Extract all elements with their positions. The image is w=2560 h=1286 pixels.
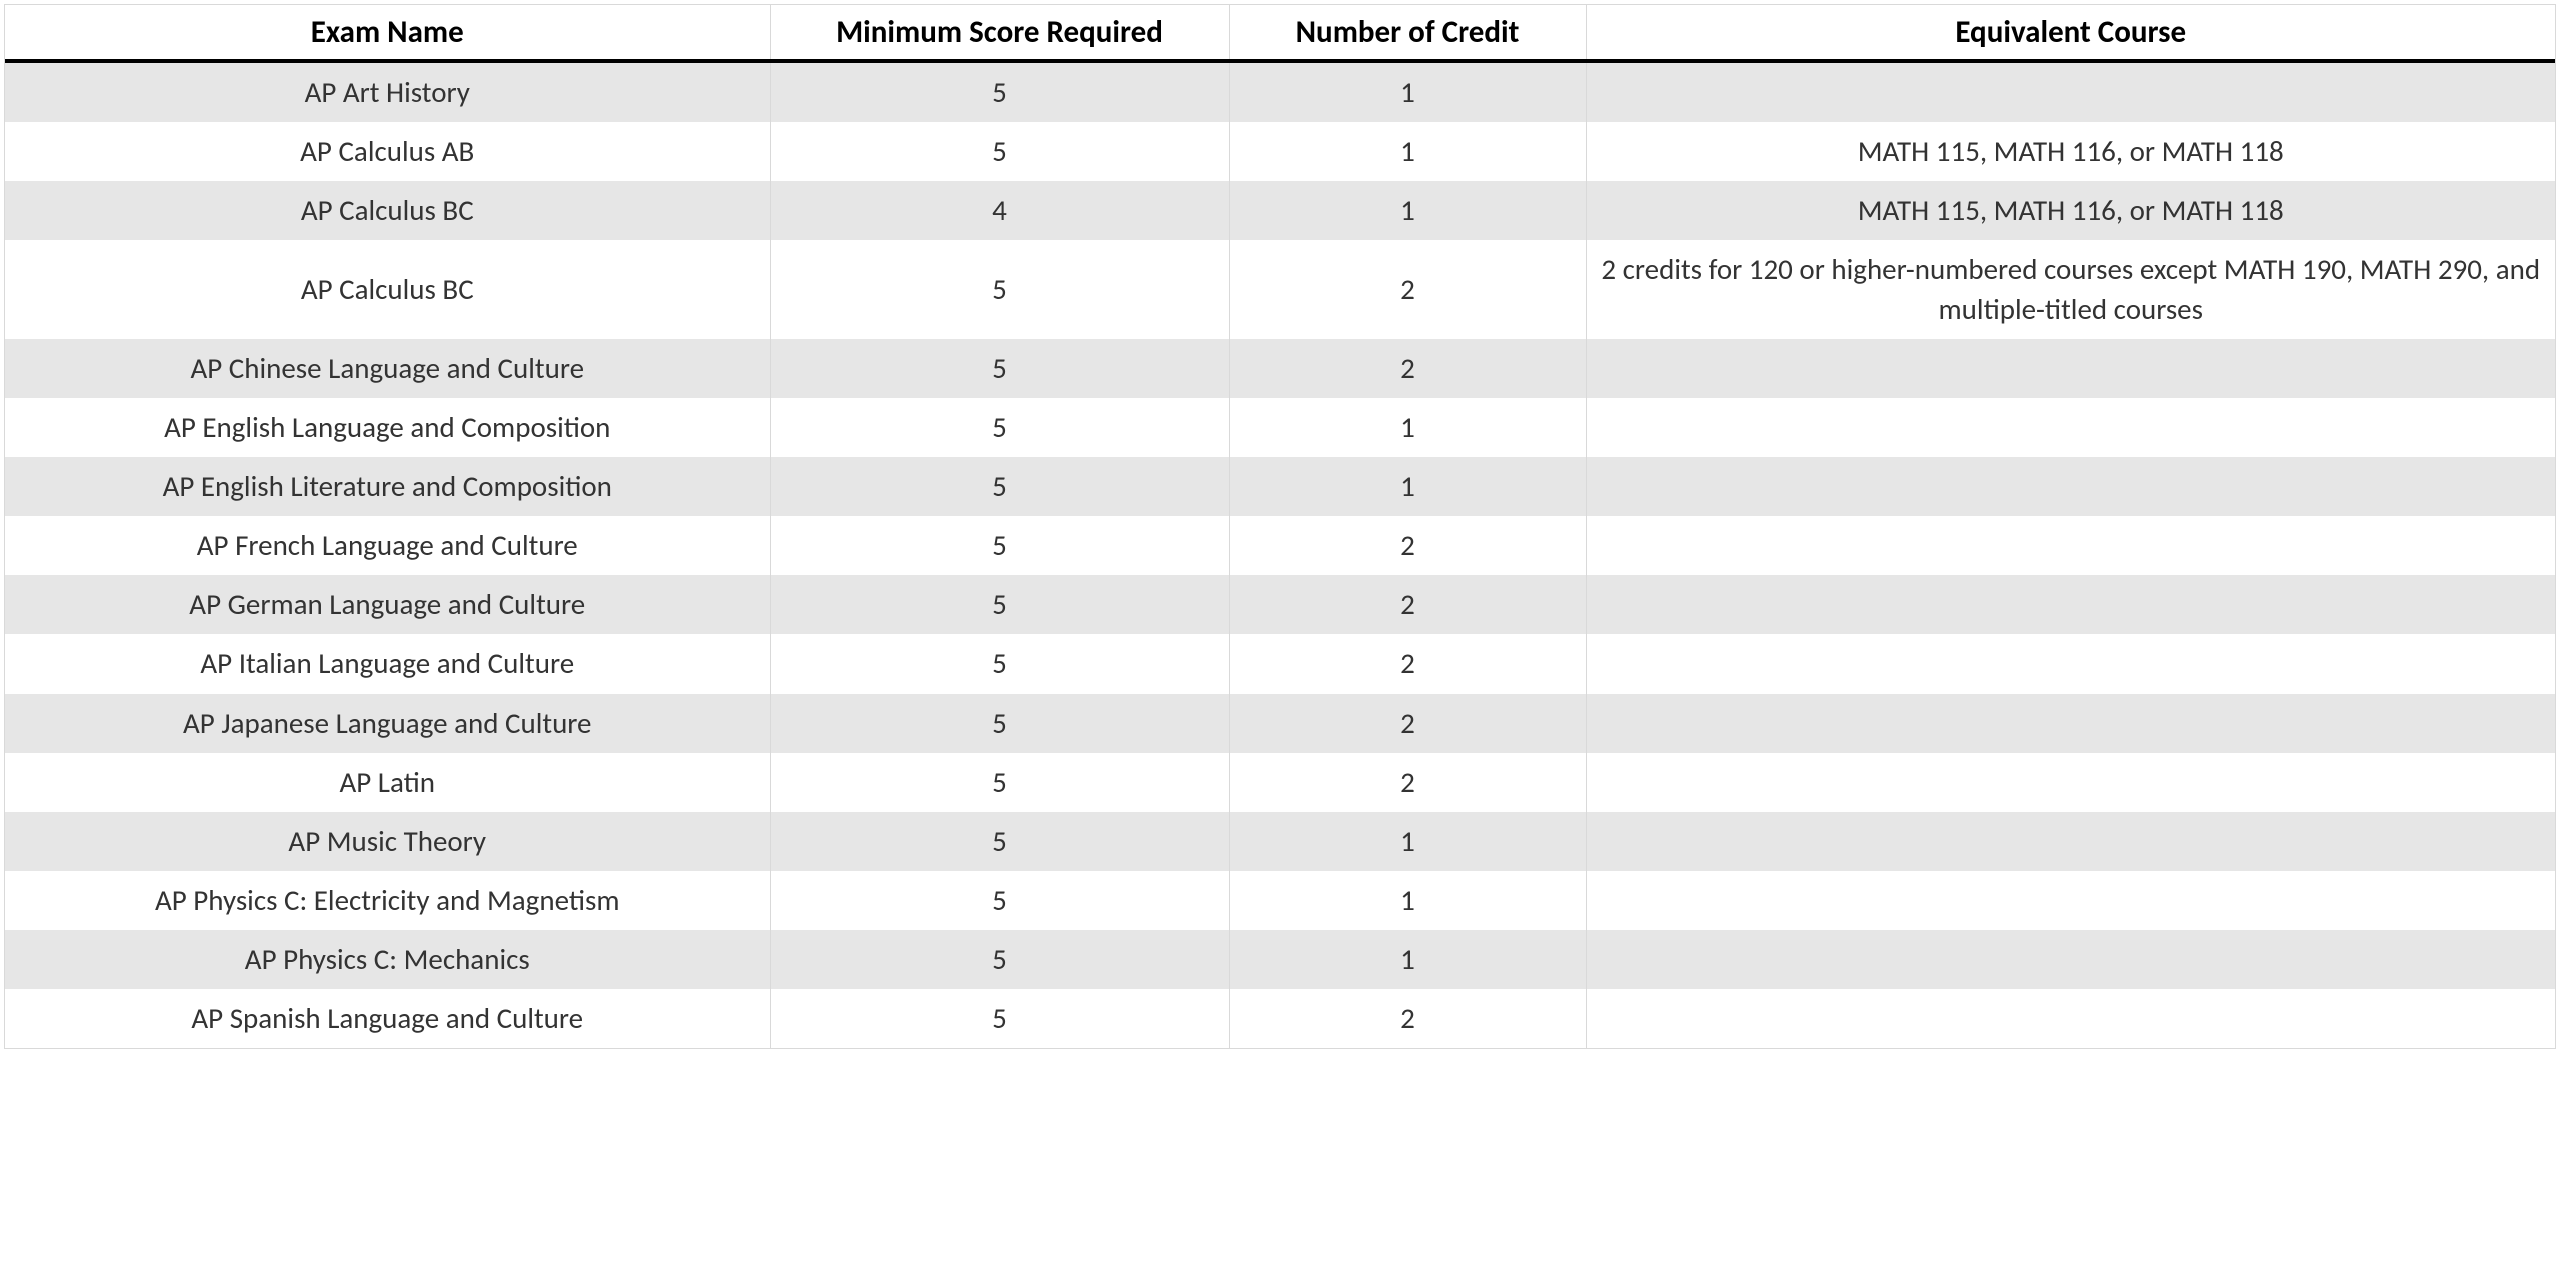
- col-header-equiv: Equivalent Course: [1586, 5, 2555, 61]
- cell-equiv: [1586, 694, 2555, 753]
- cell-score: 5: [770, 575, 1229, 634]
- cell-exam: AP Art History: [5, 61, 770, 122]
- table-row: AP Chinese Language and Culture52: [5, 339, 2555, 398]
- table-row: AP Calculus AB51MATH 115, MATH 116, or M…: [5, 122, 2555, 181]
- cell-equiv: [1586, 339, 2555, 398]
- cell-credit: 1: [1229, 812, 1586, 871]
- table-body: AP Art History51 AP Calculus AB51MATH 11…: [5, 61, 2555, 1048]
- cell-exam: AP English Literature and Composition: [5, 457, 770, 516]
- cell-credit: 1: [1229, 181, 1586, 240]
- table-row: AP English Literature and Composition51: [5, 457, 2555, 516]
- cell-credit: 1: [1229, 61, 1586, 122]
- cell-score: 5: [770, 753, 1229, 812]
- cell-equiv: MATH 115, MATH 116, or MATH 118: [1586, 122, 2555, 181]
- cell-exam: AP Calculus BC: [5, 240, 770, 338]
- table-row: AP French Language and Culture52: [5, 516, 2555, 575]
- cell-credit: 2: [1229, 339, 1586, 398]
- cell-equiv: [1586, 398, 2555, 457]
- cell-credit: 2: [1229, 989, 1586, 1048]
- cell-equiv: [1586, 457, 2555, 516]
- cell-equiv: [1586, 930, 2555, 989]
- cell-exam: AP French Language and Culture: [5, 516, 770, 575]
- table-row: AP English Language and Composition51: [5, 398, 2555, 457]
- cell-score: 5: [770, 240, 1229, 338]
- ap-credit-table-container: Exam Name Minimum Score Required Number …: [4, 4, 2556, 1049]
- cell-equiv: [1586, 989, 2555, 1048]
- table-row: AP Spanish Language and Culture52: [5, 989, 2555, 1048]
- cell-credit: 2: [1229, 634, 1586, 693]
- cell-credit: 1: [1229, 398, 1586, 457]
- cell-exam: AP Italian Language and Culture: [5, 634, 770, 693]
- cell-equiv: [1586, 516, 2555, 575]
- cell-score: 5: [770, 634, 1229, 693]
- cell-score: 5: [770, 398, 1229, 457]
- cell-exam: AP Physics C: Electricity and Magnetism: [5, 871, 770, 930]
- cell-credit: 1: [1229, 122, 1586, 181]
- table-row: AP Calculus BC41MATH 115, MATH 116, or M…: [5, 181, 2555, 240]
- table-row: AP Music Theory51: [5, 812, 2555, 871]
- table-row: AP German Language and Culture52: [5, 575, 2555, 634]
- cell-credit: 2: [1229, 516, 1586, 575]
- cell-score: 5: [770, 516, 1229, 575]
- cell-exam: AP Latin: [5, 753, 770, 812]
- table-row: AP Italian Language and Culture52: [5, 634, 2555, 693]
- cell-exam: AP Chinese Language and Culture: [5, 339, 770, 398]
- table-row: AP Physics C: Electricity and Magnetism5…: [5, 871, 2555, 930]
- cell-credit: 2: [1229, 694, 1586, 753]
- ap-credit-table: Exam Name Minimum Score Required Number …: [5, 5, 2555, 1048]
- cell-equiv: [1586, 812, 2555, 871]
- cell-score: 5: [770, 812, 1229, 871]
- cell-credit: 2: [1229, 240, 1586, 338]
- cell-credit: 2: [1229, 575, 1586, 634]
- cell-score: 5: [770, 457, 1229, 516]
- cell-equiv: [1586, 61, 2555, 122]
- cell-credit: 1: [1229, 457, 1586, 516]
- cell-credit: 1: [1229, 930, 1586, 989]
- cell-score: 5: [770, 871, 1229, 930]
- cell-score: 5: [770, 989, 1229, 1048]
- col-header-score: Minimum Score Required: [770, 5, 1229, 61]
- cell-equiv: 2 credits for 120 or higher-numbered cou…: [1586, 240, 2555, 338]
- table-row: AP Calculus BC522 credits for 120 or hig…: [5, 240, 2555, 338]
- cell-exam: AP Calculus BC: [5, 181, 770, 240]
- cell-equiv: MATH 115, MATH 116, or MATH 118: [1586, 181, 2555, 240]
- cell-score: 5: [770, 930, 1229, 989]
- col-header-credit: Number of Credit: [1229, 5, 1586, 61]
- cell-equiv: [1586, 634, 2555, 693]
- cell-score: 5: [770, 61, 1229, 122]
- table-header-row: Exam Name Minimum Score Required Number …: [5, 5, 2555, 61]
- cell-credit: 1: [1229, 871, 1586, 930]
- cell-equiv: [1586, 753, 2555, 812]
- col-header-exam: Exam Name: [5, 5, 770, 61]
- cell-exam: AP Japanese Language and Culture: [5, 694, 770, 753]
- cell-equiv: [1586, 575, 2555, 634]
- cell-score: 5: [770, 339, 1229, 398]
- cell-exam: AP Calculus AB: [5, 122, 770, 181]
- cell-exam: AP Spanish Language and Culture: [5, 989, 770, 1048]
- table-row: AP Japanese Language and Culture52: [5, 694, 2555, 753]
- table-row: AP Latin52: [5, 753, 2555, 812]
- cell-exam: AP Music Theory: [5, 812, 770, 871]
- cell-exam: AP German Language and Culture: [5, 575, 770, 634]
- cell-score: 4: [770, 181, 1229, 240]
- cell-equiv: [1586, 871, 2555, 930]
- cell-exam: AP English Language and Composition: [5, 398, 770, 457]
- table-row: AP Physics C: Mechanics51: [5, 930, 2555, 989]
- cell-score: 5: [770, 694, 1229, 753]
- cell-exam: AP Physics C: Mechanics: [5, 930, 770, 989]
- table-row: AP Art History51: [5, 61, 2555, 122]
- cell-score: 5: [770, 122, 1229, 181]
- cell-credit: 2: [1229, 753, 1586, 812]
